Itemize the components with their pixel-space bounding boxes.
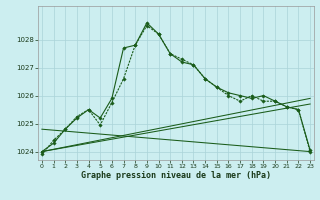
X-axis label: Graphe pression niveau de la mer (hPa): Graphe pression niveau de la mer (hPa)	[81, 171, 271, 180]
